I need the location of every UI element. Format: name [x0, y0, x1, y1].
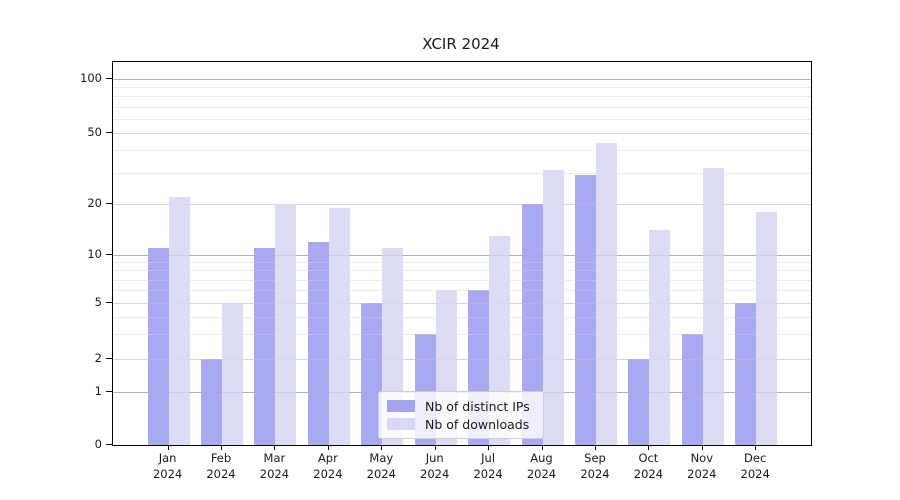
- bar-nb-of-downloads-dec: [756, 211, 778, 445]
- legend-swatch-distinct-ips: [387, 400, 415, 412]
- gridline-90: [113, 87, 811, 88]
- ytick-mark-2: [106, 358, 112, 359]
- bar-nb-of-distinct-ips-jan: [147, 248, 169, 445]
- xtick-label-feb: Feb 2024: [206, 451, 236, 481]
- ytick-label-100: 100: [80, 71, 102, 85]
- gridline-9: [113, 262, 811, 263]
- xtick-mark-jul: [488, 445, 490, 450]
- xtick-mark-apr: [327, 445, 329, 450]
- xtick-mark-jan: [167, 445, 169, 450]
- gridline-80: [113, 96, 811, 97]
- chart-title: XCIR 2024: [422, 35, 500, 53]
- xtick-label-oct: Oct 2024: [633, 451, 664, 481]
- gridline-3: [113, 334, 811, 335]
- xtick-mark-sep: [595, 445, 596, 450]
- ytick-label-0: 0: [94, 437, 102, 451]
- bar-nb-of-downloads-sep: [596, 142, 617, 445]
- ytick-mark-50: [106, 132, 112, 133]
- gridline-60: [113, 119, 811, 120]
- xtick-mark-nov: [701, 445, 703, 450]
- ytick-label-1: 1: [94, 384, 102, 398]
- bar-nb-of-downloads-aug: [542, 170, 564, 445]
- gridline-10: [113, 255, 811, 256]
- legend-label-downloads: Nb of downloads: [425, 416, 530, 432]
- ytick-mark-5: [106, 302, 112, 303]
- plot-area: [112, 61, 812, 446]
- legend: Nb of distinct IPs Nb of downloads: [378, 391, 544, 439]
- bar-nb-of-distinct-ips-oct: [628, 358, 650, 445]
- ytick-mark-100: [106, 78, 112, 79]
- xtick-mark-dec: [755, 445, 757, 450]
- bar-nb-of-downloads-mar: [275, 204, 297, 445]
- ytick-mark-1: [106, 391, 112, 392]
- ytick-label-5: 5: [94, 295, 102, 309]
- ytick-label-10: 10: [87, 247, 102, 261]
- ytick-label-20: 20: [87, 196, 102, 210]
- gridline-70: [113, 107, 811, 108]
- gridline-6: [113, 290, 811, 291]
- bar-nb-of-distinct-ips-nov: [681, 333, 703, 445]
- xtick-label-jul: Jul 2024: [473, 451, 503, 481]
- xtick-label-sep: Sep 2024: [580, 451, 610, 481]
- xtick-label-apr: Apr 2024: [313, 451, 343, 481]
- gridline-100: [113, 79, 811, 80]
- xtick-label-aug: Aug 2024: [526, 451, 557, 481]
- bar-nb-of-distinct-ips-mar: [254, 248, 276, 445]
- xtick-mark-jun: [434, 445, 436, 450]
- xtick-mark-aug: [541, 445, 543, 450]
- ytick-mark-10: [106, 254, 112, 255]
- gridline-4: [113, 317, 811, 318]
- legend-row-downloads: Nb of downloads: [379, 418, 543, 431]
- xtick-mark-feb: [221, 445, 222, 450]
- bar-nb-of-downloads-apr: [328, 207, 350, 445]
- bar-nb-of-distinct-ips-apr: [307, 241, 329, 445]
- xtick-label-mar: Mar 2024: [259, 451, 290, 481]
- xtick-label-jan: Jan 2024: [152, 451, 183, 481]
- xtick-mark-oct: [648, 445, 650, 450]
- bar-nb-of-distinct-ips-sep: [575, 175, 596, 445]
- ytick-mark-20: [106, 203, 112, 204]
- gridline-5: [113, 303, 811, 304]
- bar-nb-of-distinct-ips-may: [361, 303, 383, 445]
- gridline-20: [113, 204, 811, 205]
- bar-nb-of-downloads-jan: [168, 196, 190, 445]
- bar-nb-of-distinct-ips-aug: [521, 204, 543, 445]
- bar-nb-of-distinct-ips-dec: [735, 303, 757, 445]
- ytick-mark-0: [106, 444, 112, 445]
- ytick-label-2: 2: [94, 351, 102, 365]
- xtick-label-nov: Nov 2024: [687, 451, 717, 481]
- xtick-label-may: May 2024: [366, 451, 396, 481]
- legend-row-distinct-ips: Nb of distinct IPs: [379, 400, 543, 413]
- gridline-40: [113, 150, 811, 151]
- bar-nb-of-downloads-nov: [702, 167, 724, 445]
- gridline-7: [113, 280, 811, 281]
- gridline-30: [113, 173, 811, 174]
- xtick-mark-mar: [274, 445, 276, 450]
- xtick-mark-may: [381, 445, 383, 450]
- bar-nb-of-downloads-oct: [649, 230, 671, 445]
- ytick-label-50: 50: [87, 125, 102, 139]
- legend-label-distinct-ips: Nb of distinct IPs: [425, 398, 530, 414]
- gridline-2: [113, 359, 811, 360]
- bar-nb-of-downloads-feb: [222, 303, 243, 445]
- legend-swatch-downloads: [387, 418, 415, 430]
- bar-nb-of-distinct-ips-feb: [201, 358, 222, 445]
- xtick-label-dec: Dec 2024: [740, 451, 770, 481]
- gridline-8: [113, 270, 811, 271]
- gridline-50: [113, 133, 811, 134]
- xtick-label-jun: Jun 2024: [420, 451, 450, 481]
